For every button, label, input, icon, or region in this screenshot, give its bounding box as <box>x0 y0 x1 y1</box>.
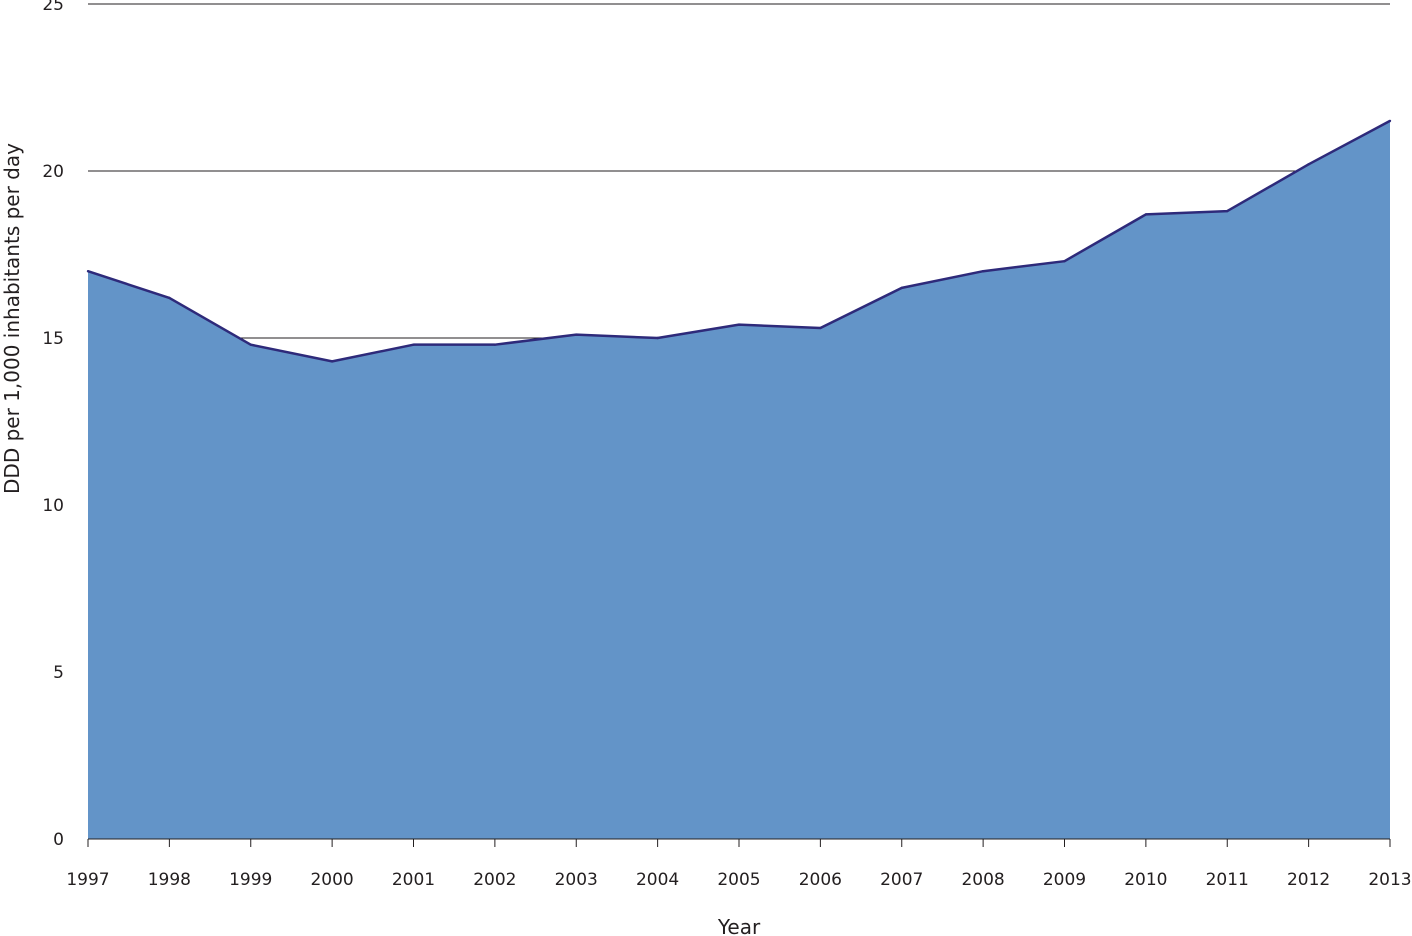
x-tick-label: 2007 <box>880 870 923 890</box>
x-tick-label: 2005 <box>717 870 760 890</box>
y-tick-label: 5 <box>53 663 64 683</box>
x-tick-label: 1999 <box>229 870 272 890</box>
data-point <box>1388 119 1392 123</box>
x-tick-label: 2006 <box>799 870 842 890</box>
y-axis: 0 5 10 15 20 25 <box>42 0 64 850</box>
y-tick-label: 25 <box>42 0 64 15</box>
data-point <box>493 343 497 346</box>
x-tick-label: 2008 <box>961 870 1004 890</box>
data-point <box>1144 213 1148 216</box>
x-tick-label: 2003 <box>555 870 598 890</box>
data-point <box>656 336 659 340</box>
x-tick-label: 2001 <box>392 870 435 890</box>
data-point <box>900 286 903 290</box>
data-point <box>330 360 334 363</box>
x-tick-label: 1998 <box>148 870 191 890</box>
data-point <box>1307 163 1310 166</box>
x-tick-label: 2011 <box>1206 870 1249 890</box>
x-tick-label: 2010 <box>1124 870 1167 890</box>
data-point <box>412 343 415 346</box>
area-fill <box>88 120 1390 839</box>
x-tick-label: 2013 <box>1368 870 1411 890</box>
data-point <box>1226 209 1229 213</box>
x-tick-label: 2009 <box>1043 870 1086 890</box>
data-point <box>86 270 90 273</box>
data-point <box>981 270 985 273</box>
y-tick-label: 20 <box>42 162 64 182</box>
data-point <box>575 333 578 336</box>
x-tick-label: 2012 <box>1287 870 1330 890</box>
y-tick-label: 10 <box>42 496 64 516</box>
area-series <box>86 119 1392 839</box>
y-axis-title: DDD per 1,000 inhabitants per day <box>0 143 24 494</box>
data-point <box>168 296 171 300</box>
data-point <box>1063 259 1066 263</box>
data-point <box>819 326 822 330</box>
data-point <box>249 343 252 346</box>
y-tick-label: 0 <box>53 830 64 850</box>
x-axis-title: Year <box>717 915 761 936</box>
x-tick-label: 2000 <box>310 870 353 890</box>
x-tick-label: 2002 <box>473 870 516 890</box>
data-point <box>737 323 741 326</box>
x-tick-label: 2004 <box>636 870 679 890</box>
x-axis: 1997 1998 1999 2000 2001 2002 2003 2004 2005 2006… <box>66 838 1412 890</box>
y-tick-label: 15 <box>42 329 64 349</box>
x-tick-label: 1997 <box>66 870 109 890</box>
